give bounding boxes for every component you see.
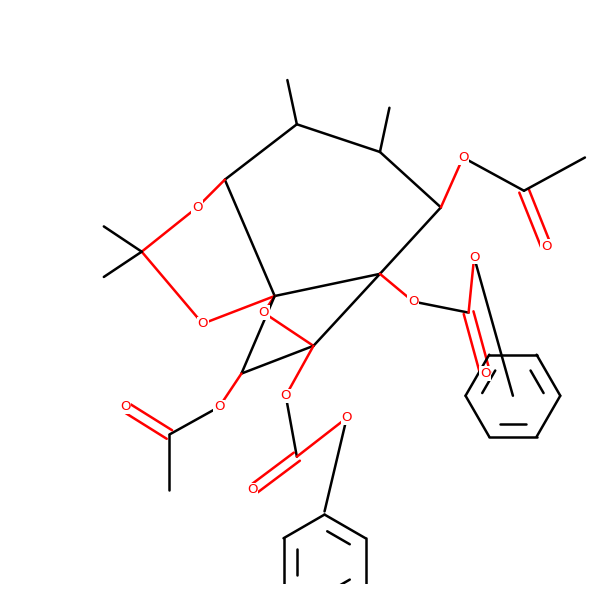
Text: O: O [458, 151, 468, 164]
Text: O: O [120, 400, 130, 413]
Text: O: O [259, 306, 269, 319]
Text: O: O [408, 295, 418, 308]
Text: O: O [197, 317, 208, 330]
Text: O: O [192, 201, 202, 214]
Text: O: O [281, 389, 291, 402]
Text: O: O [469, 251, 479, 264]
Text: O: O [480, 367, 490, 380]
Text: O: O [341, 412, 352, 424]
Text: O: O [214, 400, 224, 413]
Text: O: O [541, 239, 551, 253]
Text: O: O [247, 484, 258, 496]
